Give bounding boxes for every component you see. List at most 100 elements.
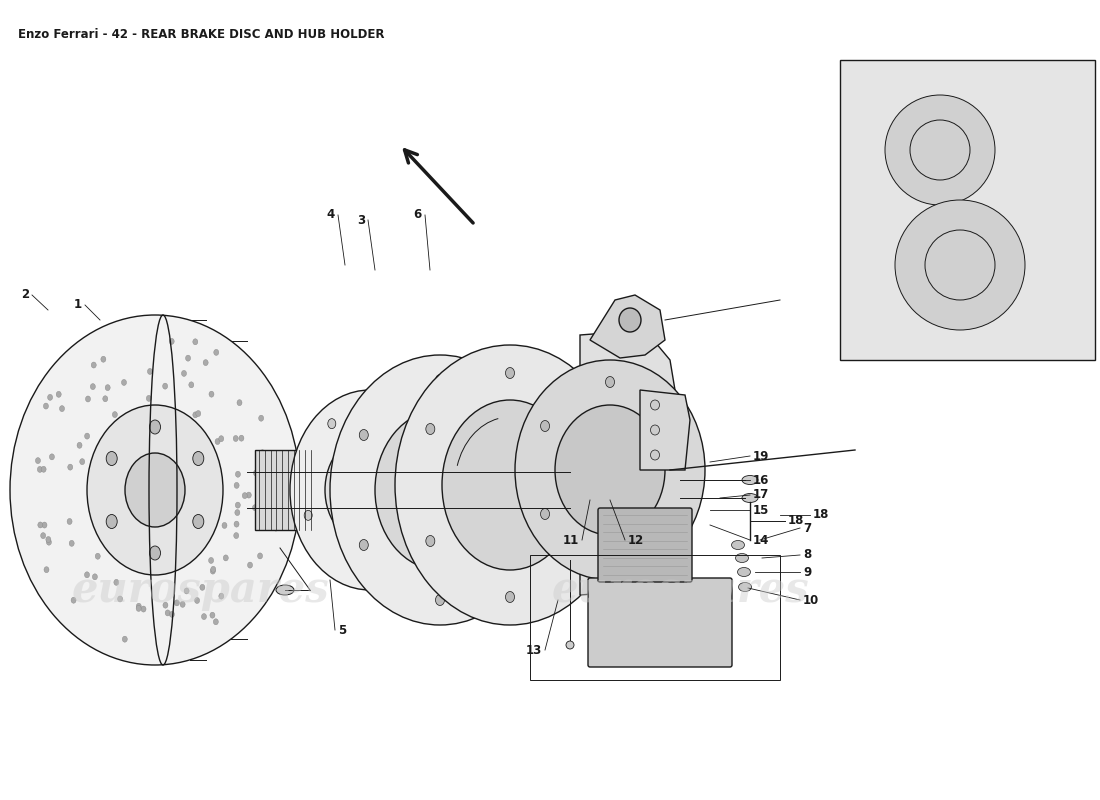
Ellipse shape xyxy=(925,230,996,300)
Text: 4: 4 xyxy=(327,209,336,222)
Ellipse shape xyxy=(192,412,198,418)
Ellipse shape xyxy=(186,355,190,361)
Ellipse shape xyxy=(234,521,239,527)
Text: 19: 19 xyxy=(754,450,769,462)
Ellipse shape xyxy=(192,514,204,529)
Ellipse shape xyxy=(585,423,594,434)
Ellipse shape xyxy=(118,596,122,602)
Ellipse shape xyxy=(209,558,213,563)
Ellipse shape xyxy=(736,554,748,562)
Ellipse shape xyxy=(42,522,47,528)
Ellipse shape xyxy=(102,396,108,402)
Ellipse shape xyxy=(59,406,65,412)
Ellipse shape xyxy=(556,405,666,535)
Ellipse shape xyxy=(189,382,194,388)
Ellipse shape xyxy=(200,584,205,590)
Ellipse shape xyxy=(77,442,82,448)
Text: 10: 10 xyxy=(803,594,820,606)
Ellipse shape xyxy=(257,553,263,559)
Ellipse shape xyxy=(360,539,368,550)
Ellipse shape xyxy=(169,611,175,618)
Ellipse shape xyxy=(619,308,641,332)
Text: 8: 8 xyxy=(803,549,812,562)
Ellipse shape xyxy=(56,391,62,398)
Text: 14: 14 xyxy=(754,534,769,546)
Bar xyxy=(255,450,315,530)
Ellipse shape xyxy=(35,458,41,464)
Text: 16: 16 xyxy=(754,474,769,486)
Ellipse shape xyxy=(214,438,220,445)
Ellipse shape xyxy=(246,492,251,498)
Ellipse shape xyxy=(184,588,189,594)
Ellipse shape xyxy=(163,383,167,389)
Ellipse shape xyxy=(182,370,187,377)
Ellipse shape xyxy=(10,315,300,665)
Ellipse shape xyxy=(222,522,227,529)
Ellipse shape xyxy=(404,418,412,429)
Ellipse shape xyxy=(91,362,96,368)
Ellipse shape xyxy=(671,509,680,519)
Ellipse shape xyxy=(666,570,674,580)
Ellipse shape xyxy=(512,430,520,441)
Ellipse shape xyxy=(165,610,170,616)
Text: 9: 9 xyxy=(803,566,812,578)
Ellipse shape xyxy=(375,410,505,570)
Ellipse shape xyxy=(192,451,204,466)
Polygon shape xyxy=(590,295,666,358)
Ellipse shape xyxy=(213,618,218,625)
Ellipse shape xyxy=(274,497,279,502)
Ellipse shape xyxy=(253,470,258,476)
Ellipse shape xyxy=(107,451,118,466)
Ellipse shape xyxy=(169,338,174,344)
Ellipse shape xyxy=(436,594,444,606)
Ellipse shape xyxy=(233,435,239,442)
Ellipse shape xyxy=(436,374,444,386)
Ellipse shape xyxy=(125,453,185,527)
Ellipse shape xyxy=(47,394,53,400)
Text: 18: 18 xyxy=(788,514,804,527)
Ellipse shape xyxy=(305,510,312,520)
Ellipse shape xyxy=(242,493,248,498)
Ellipse shape xyxy=(37,522,43,528)
Text: 13: 13 xyxy=(526,643,542,657)
Text: 7: 7 xyxy=(803,522,811,534)
Ellipse shape xyxy=(92,574,98,580)
Ellipse shape xyxy=(566,641,574,649)
Ellipse shape xyxy=(235,471,241,478)
Ellipse shape xyxy=(69,540,74,546)
Ellipse shape xyxy=(279,453,284,459)
Ellipse shape xyxy=(96,554,100,559)
Ellipse shape xyxy=(235,502,240,508)
Ellipse shape xyxy=(234,482,239,488)
Ellipse shape xyxy=(196,410,201,417)
Ellipse shape xyxy=(512,539,520,550)
Ellipse shape xyxy=(210,612,214,618)
Ellipse shape xyxy=(50,454,54,460)
Ellipse shape xyxy=(106,385,110,390)
Ellipse shape xyxy=(101,356,106,362)
Ellipse shape xyxy=(324,435,415,545)
Text: 6: 6 xyxy=(414,209,422,222)
Ellipse shape xyxy=(360,430,368,441)
Ellipse shape xyxy=(886,95,996,205)
Ellipse shape xyxy=(650,400,660,410)
Ellipse shape xyxy=(41,533,46,538)
Ellipse shape xyxy=(210,568,216,574)
Text: Enzo Ferrari - 42 - REAR BRAKE DISC AND HUB HOLDER: Enzo Ferrari - 42 - REAR BRAKE DISC AND … xyxy=(18,28,385,41)
Ellipse shape xyxy=(742,494,758,502)
Ellipse shape xyxy=(442,400,578,570)
Ellipse shape xyxy=(274,525,278,531)
Polygon shape xyxy=(580,330,685,595)
Bar xyxy=(840,60,1094,360)
Ellipse shape xyxy=(136,603,141,610)
Ellipse shape xyxy=(213,350,219,355)
Text: 12: 12 xyxy=(628,534,645,546)
Ellipse shape xyxy=(515,360,705,580)
Ellipse shape xyxy=(79,458,85,465)
Ellipse shape xyxy=(650,450,660,460)
Ellipse shape xyxy=(195,598,199,603)
Ellipse shape xyxy=(67,518,73,525)
Ellipse shape xyxy=(223,555,229,561)
Ellipse shape xyxy=(122,636,128,642)
Text: 17: 17 xyxy=(754,489,769,502)
